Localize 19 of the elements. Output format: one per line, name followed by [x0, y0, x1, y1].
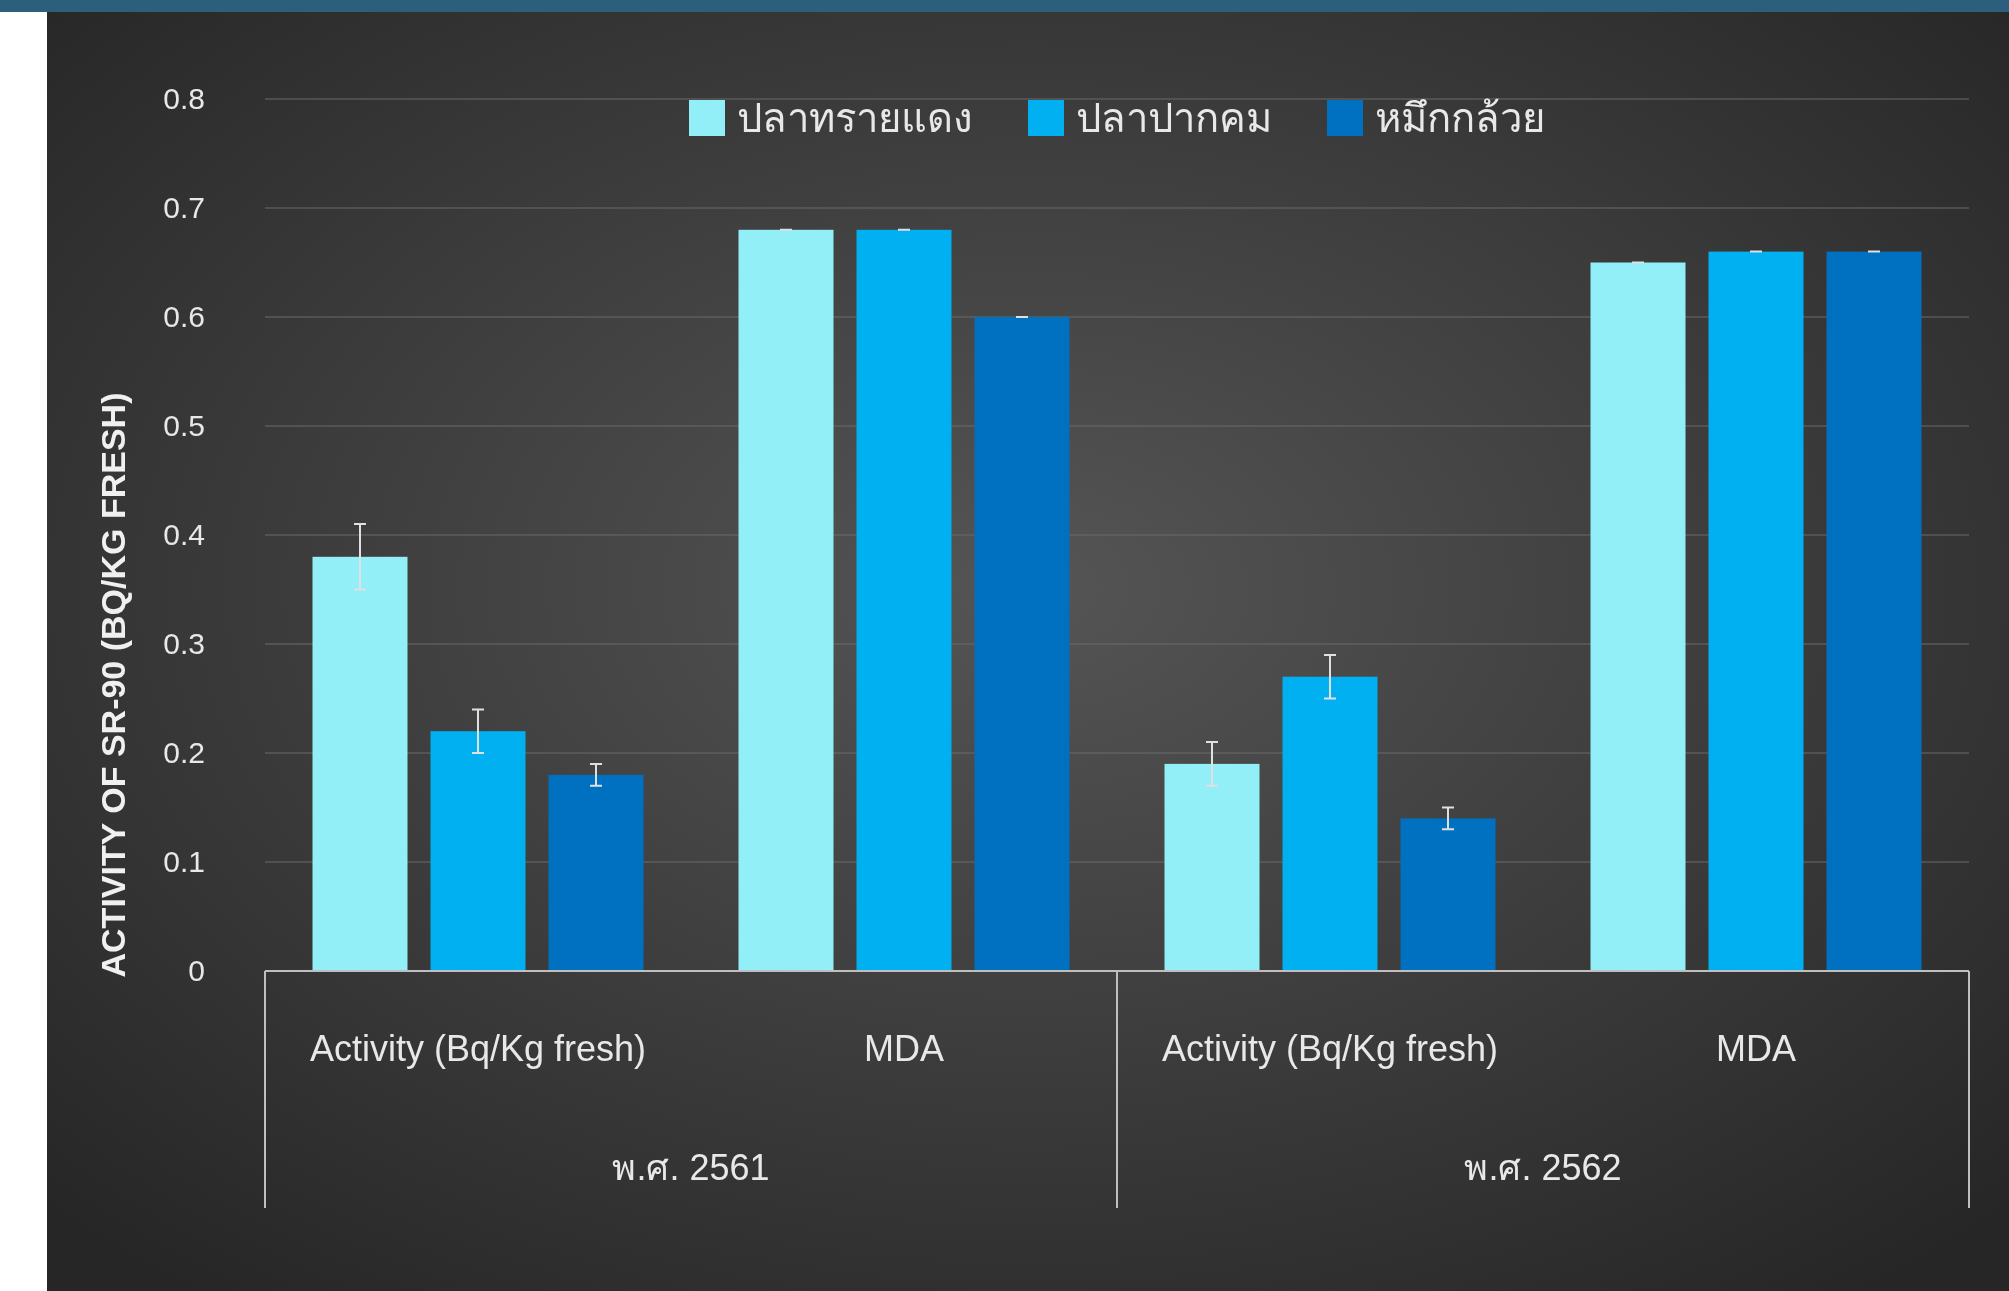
legend-label: หมึกกล้วย	[1375, 96, 1545, 140]
y-tick-label: 0.3	[163, 627, 205, 660]
y-tick-label: 0.8	[163, 82, 205, 115]
text: พ.ศ. 2561	[612, 1147, 770, 1188]
legend-label: ปลาทรายแดง	[737, 96, 973, 140]
y-tick-label: 0.2	[163, 736, 205, 769]
y-tick-label: 0.7	[163, 191, 205, 224]
text: พ.ศ. 2562	[1464, 1147, 1622, 1188]
legend-label: ปลาปากคม	[1076, 96, 1272, 140]
y-tick-label: 0.1	[163, 845, 205, 878]
y-axis-title: ACTIVITY OF SR-90 (BQ/KG FRESH)	[94, 392, 132, 978]
y-tick-label: 0.4	[163, 518, 205, 551]
x-tick-label: Activity (Bq/Kg fresh)	[309, 1028, 647, 1069]
y-tick-label: 0	[188, 954, 205, 987]
y-tick-label: 0.5	[163, 409, 205, 442]
x-tick-label: MDA	[864, 1028, 944, 1069]
x-tick-label: Activity (Bq/Kg fresh)	[1161, 1028, 1499, 1069]
x-tick-label: MDA	[1716, 1028, 1796, 1069]
y-tick-label: 0.6	[163, 300, 205, 333]
